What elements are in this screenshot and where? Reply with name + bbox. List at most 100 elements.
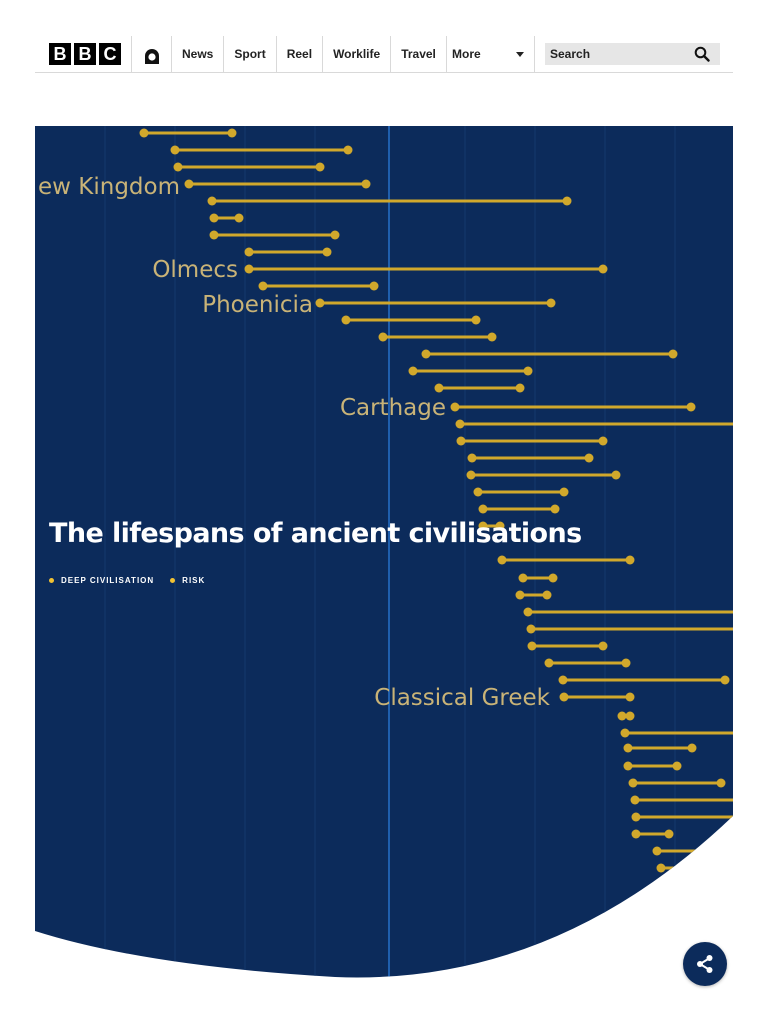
timeline-bar-start [210,231,219,240]
timeline-bar-start [435,384,444,393]
more-label: More [452,47,481,61]
timeline-bar-end [549,574,558,583]
tag-label: DEEP CIVILISATION [61,576,155,585]
article-tags: DEEP CIVILISATION RISK [49,576,205,585]
timeline-bar-end [516,384,525,393]
timeline-bar-end [472,316,481,325]
timeline-bar-end [688,744,697,753]
nav-sport[interactable]: Sport [224,36,277,72]
timeline-bar-start [629,779,638,788]
timeline-bar-start [409,367,418,376]
timeline-bar-end [669,350,678,359]
timeline-bar-start [185,180,194,189]
timeline-bar-start [342,316,351,325]
timeline-bar-start [171,146,180,155]
timeline-bar-end [344,146,353,155]
nav-worklife[interactable]: Worklife [323,36,392,72]
timeline-bar-end [585,454,594,463]
timeline-bar-end [563,197,572,206]
timeline-bar-start [559,676,568,685]
timeline-bar-end [551,505,560,514]
timeline-bar-end [599,437,608,446]
timeline-grid [105,126,675,978]
timeline-bar-start [467,471,476,480]
timeline-bar-end [687,403,696,412]
timeline-bar-start [451,403,460,412]
tag-deep-civilisation[interactable]: DEEP CIVILISATION [49,576,154,585]
timeline-bar-end [235,214,244,223]
timeline-bar-end [488,333,497,342]
timeline-labels: ew Kingdom Olmecs Phoenicia Carthage Classic… [38,174,551,711]
search-icon[interactable] [694,46,710,62]
timeline-bar-end [665,830,674,839]
timeline-bar-start [474,488,483,497]
timeline-bar-end [622,659,631,668]
logo-letter-b2: B [74,43,96,65]
tag-risk[interactable]: RISK [170,576,205,585]
timeline-bar-end [331,231,340,240]
header-divider [131,36,132,72]
timeline-bar-end [626,712,635,721]
bbc-logo[interactable]: B B C [49,43,121,65]
logo-letter-b1: B [49,43,71,65]
search-input[interactable] [545,43,690,65]
timeline-bar-start [174,163,183,172]
timeline-bar-start [631,796,640,805]
nav-travel[interactable]: Travel [391,36,447,72]
timeline-bar-start [422,350,431,359]
timeline-bar-end [547,299,556,308]
civilisation-label: Carthage [340,395,446,421]
timeline-bar-end [323,248,332,257]
timeline-bar-start [245,248,254,257]
timeline-bar-end [560,488,569,497]
timeline-bar-start [479,522,488,531]
civilisation-label: Olmecs [152,257,238,283]
timeline-bar-start [316,299,325,308]
logo-letter-c: C [99,43,121,65]
timeline-bar-start [624,744,633,753]
timeline-bar-start [379,333,388,342]
timeline-bar-end [316,163,325,172]
timeline-bar-end [612,471,621,480]
timeline-bar-start [468,454,477,463]
timeline-bar-end [362,180,371,189]
hero-banner: ew Kingdom Olmecs Phoenicia Carthage Classic… [35,126,733,978]
timeline-bar-start [560,693,569,702]
timeline-bar-start [524,608,533,617]
timeline-bar-end [543,591,552,600]
timeline-bar-start [528,642,537,651]
civilisation-label: Classical Greek [374,685,550,711]
account-icon[interactable] [141,45,163,67]
timeline-bar-start [527,625,536,634]
timeline-bar-end [717,779,726,788]
timeline-bar-start [653,847,662,856]
search-box[interactable] [545,43,720,65]
timeline-bar-start [618,712,627,721]
timeline-bar-end [599,265,608,274]
civilisation-label: Phoenicia [202,292,313,318]
share-button[interactable] [683,942,727,986]
more-menu[interactable]: More [441,36,535,72]
timeline-bar-end [626,556,635,565]
nav-news[interactable]: News [171,36,225,72]
timeline-bar-end [626,693,635,702]
timeline-bar-end [496,522,505,531]
nav-reel[interactable]: Reel [277,36,324,72]
civilisation-label: ew Kingdom [38,174,180,200]
timeline-bar-start [457,437,466,446]
chevron-down-icon [516,52,524,57]
timeline-bar-start [519,574,528,583]
tag-dot-icon [170,578,175,583]
article-title: The lifespans of ancient civilisations [49,518,582,549]
timeline-bar-start [632,830,641,839]
timeline-bar-start [259,282,268,291]
tag-dot-icon [49,578,54,583]
timeline-bar-start [456,420,465,429]
timeline-bar-end [228,129,237,138]
timeline-bar-start [479,505,488,514]
timeline-bar-end [599,642,608,651]
timeline-bar-start [245,265,254,274]
tag-label: RISK [182,576,206,585]
timeline-bar-end [524,367,533,376]
timeline-bar-start [498,556,507,565]
